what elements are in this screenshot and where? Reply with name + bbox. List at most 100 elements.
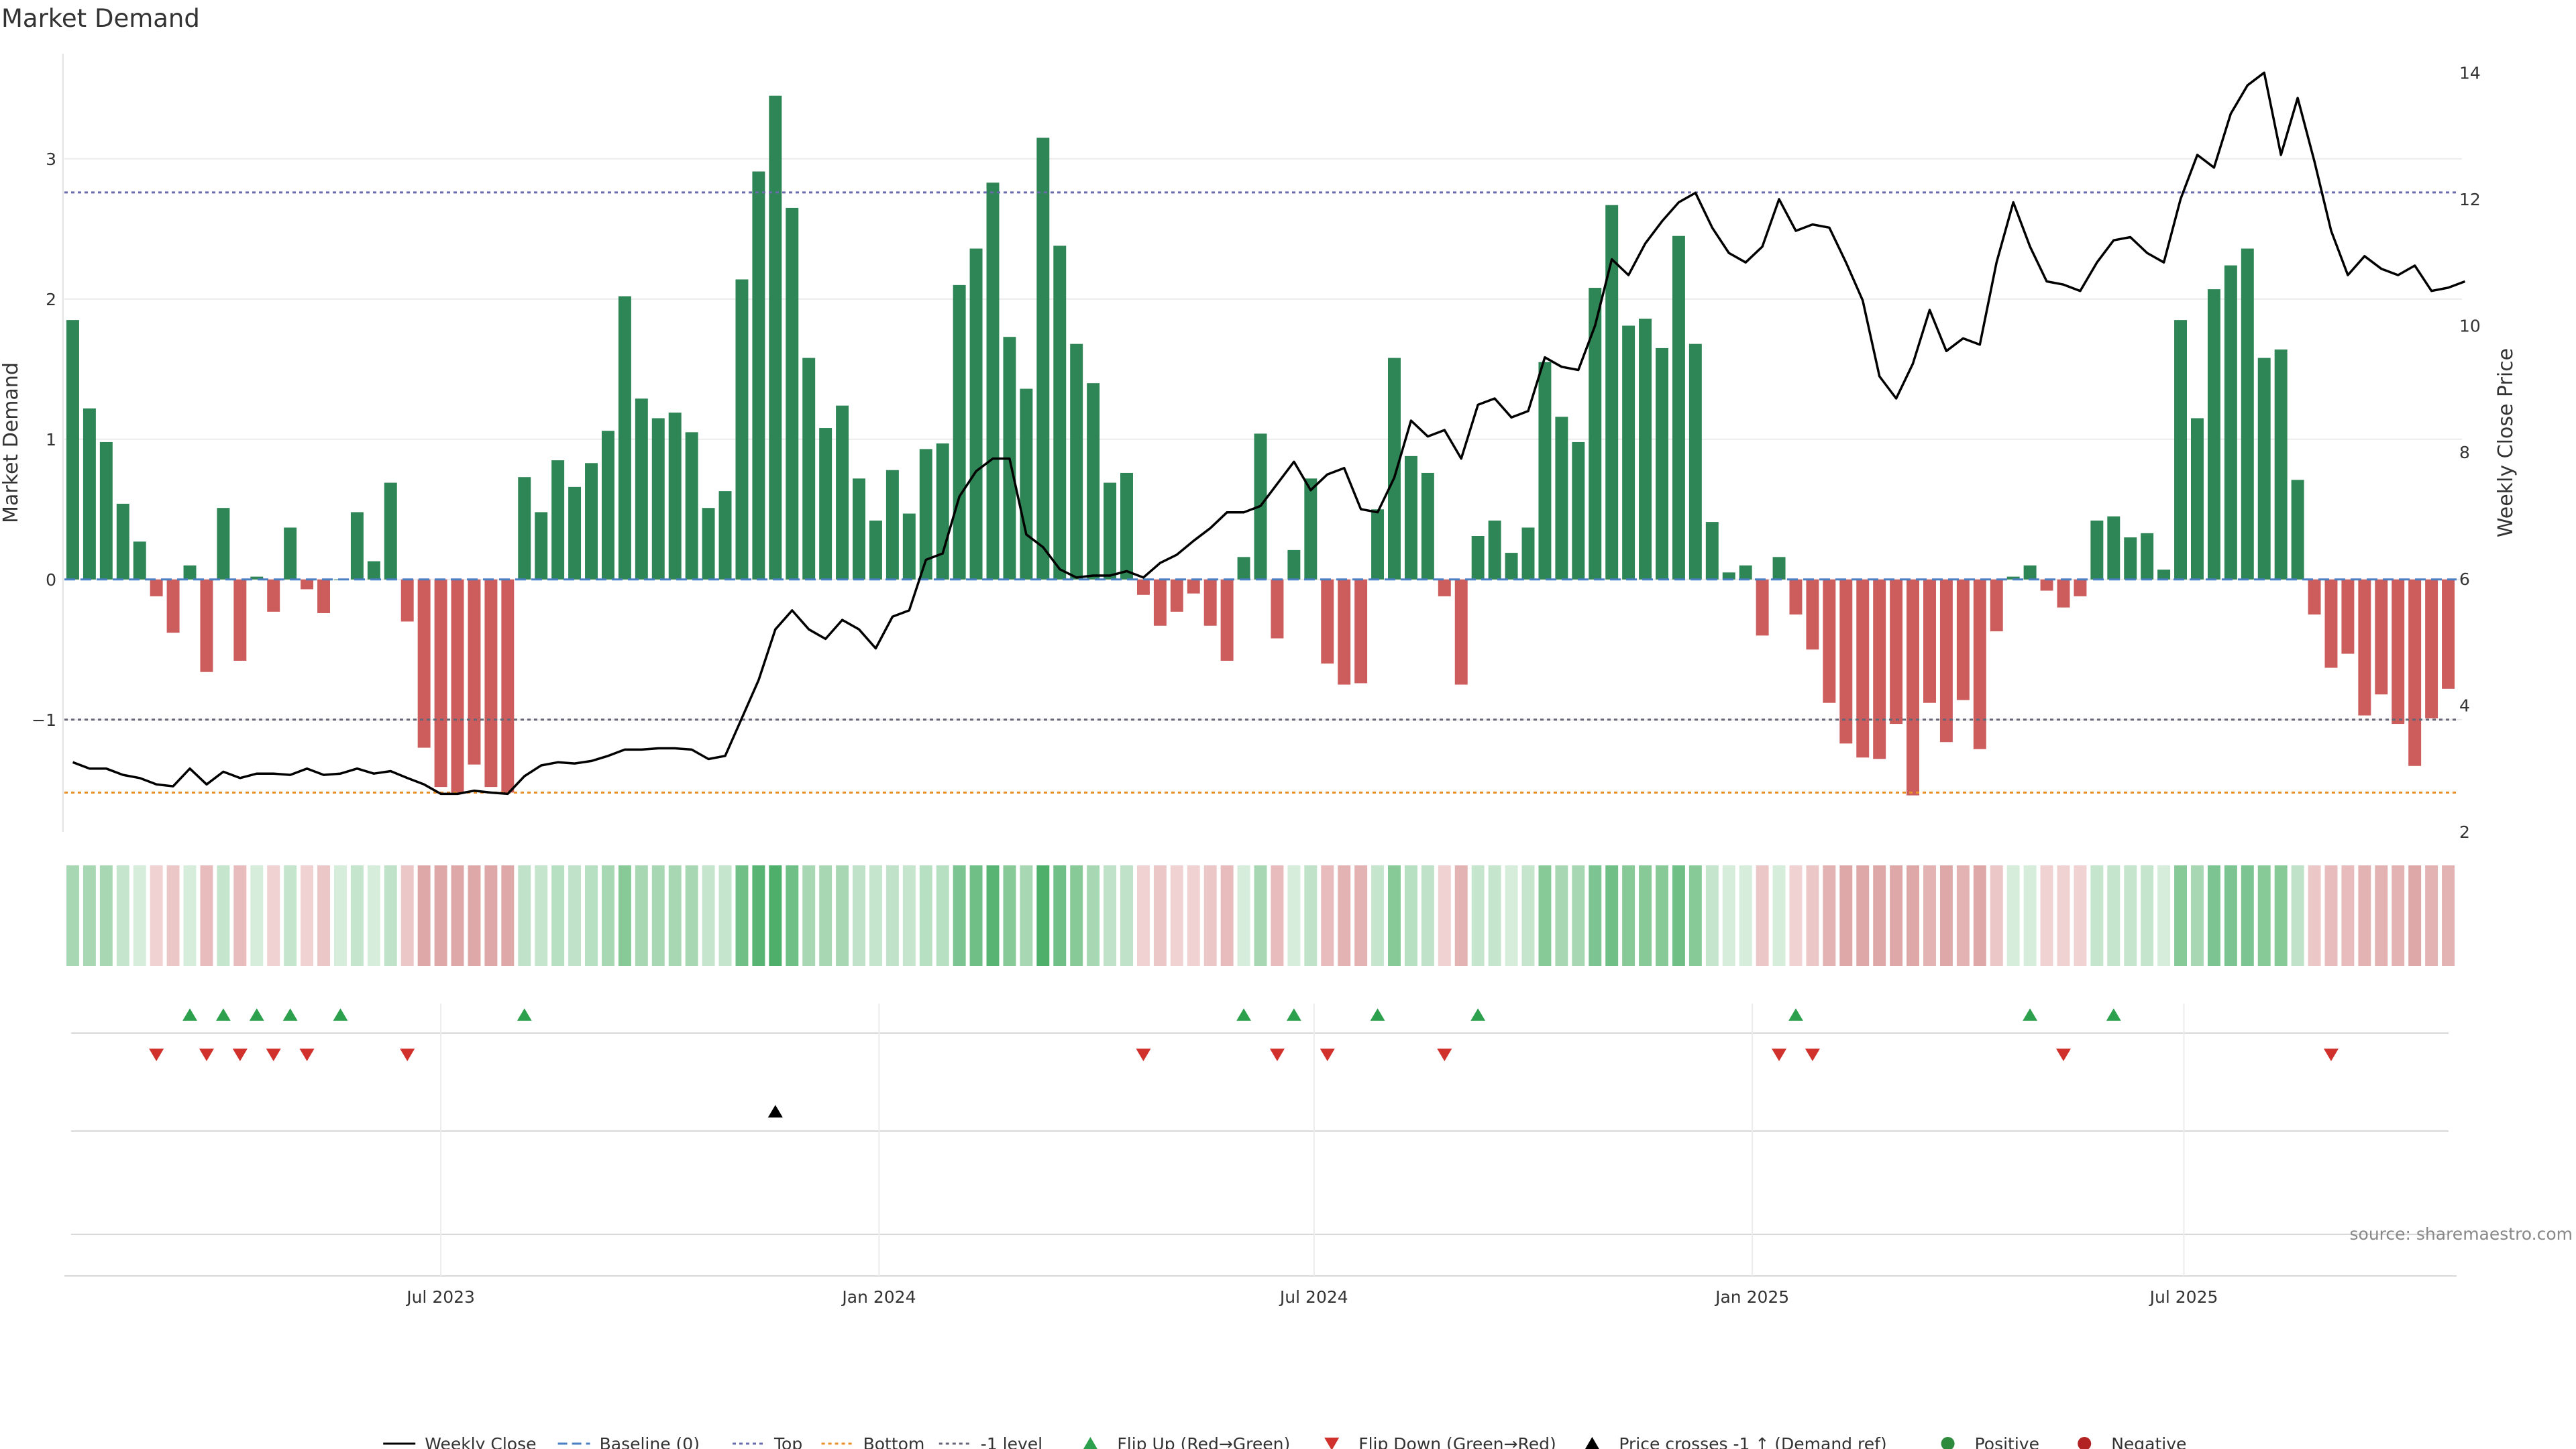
strip-cell bbox=[1572, 865, 1585, 966]
strip-cell bbox=[83, 865, 96, 966]
demand-bar bbox=[2425, 579, 2438, 718]
demand-bar bbox=[668, 413, 682, 580]
demand-bar bbox=[1421, 472, 1434, 580]
demand-bar bbox=[518, 477, 531, 580]
demand-bar bbox=[434, 579, 447, 788]
demand-bar bbox=[1572, 441, 1585, 580]
x-tick-label: Jan 2025 bbox=[1714, 1287, 1789, 1307]
demand-bar bbox=[183, 565, 197, 580]
strip-cell bbox=[1404, 865, 1417, 966]
strip-cell bbox=[1070, 865, 1083, 966]
demand-bar bbox=[919, 449, 932, 580]
left-tick-label: 1 bbox=[46, 430, 56, 449]
right-tick-label: 12 bbox=[2459, 190, 2481, 209]
strip-cell bbox=[618, 865, 631, 966]
demand-bar bbox=[885, 470, 899, 580]
strip-cell bbox=[2308, 865, 2321, 966]
strip-cell bbox=[2408, 865, 2422, 966]
strip-cell bbox=[1756, 865, 1769, 966]
flip-down-marker bbox=[299, 1049, 315, 1061]
strip-cell bbox=[2358, 865, 2371, 966]
strip-cell bbox=[819, 865, 833, 966]
demand-bar bbox=[2274, 350, 2288, 580]
strip-cell bbox=[953, 865, 966, 966]
flip-up-marker bbox=[2106, 1008, 2121, 1021]
demand-bar bbox=[1990, 579, 2003, 632]
demand-bar bbox=[1153, 579, 1167, 626]
demand-bar bbox=[1438, 579, 1451, 596]
legend: Weekly Close Baseline (0) Top Bottom -1 leve… bbox=[383, 1434, 2186, 1449]
strip-cell bbox=[150, 865, 163, 966]
demand-bar bbox=[2124, 537, 2137, 580]
legend-label: Bottom bbox=[863, 1434, 925, 1449]
demand-bar bbox=[869, 521, 882, 580]
source-note: source: sharemaestro.com bbox=[2350, 1224, 2573, 1244]
demand-bar bbox=[233, 579, 247, 661]
demand-bar bbox=[2023, 565, 2037, 580]
strip-cell bbox=[902, 865, 916, 966]
flip-down-marker bbox=[266, 1049, 281, 1061]
strip-cell bbox=[99, 865, 113, 966]
strip-cell bbox=[1772, 865, 1786, 966]
demand-bar bbox=[702, 508, 715, 580]
legend-swatch bbox=[1083, 1437, 1097, 1449]
price-cross-marker bbox=[767, 1105, 783, 1118]
demand-bar bbox=[451, 579, 464, 793]
demand-bar bbox=[217, 508, 230, 580]
strip-cell bbox=[718, 865, 732, 966]
strip-cell bbox=[1087, 865, 1100, 966]
legend-label: Flip Down (Green→Red) bbox=[1358, 1434, 1556, 1449]
legend-item: Flip Up (Red→Green) bbox=[1083, 1434, 1290, 1449]
demand-bar bbox=[99, 441, 113, 580]
strip-cell bbox=[1856, 865, 1870, 966]
left-tick-label: 0 bbox=[46, 570, 56, 590]
strip-cell bbox=[1956, 865, 1970, 966]
right-tick-label: 14 bbox=[2459, 63, 2481, 83]
demand-bar bbox=[1956, 579, 1970, 700]
strip-cell bbox=[1806, 865, 1819, 966]
left-axis-label: Market Demand bbox=[0, 362, 23, 523]
demand-bar bbox=[2090, 521, 2104, 580]
demand-bar bbox=[2442, 579, 2455, 689]
demand-bar bbox=[400, 579, 414, 622]
right-tick-label: 4 bbox=[2459, 696, 2470, 715]
left-tick-label: −1 bbox=[32, 710, 56, 730]
demand-bar bbox=[2157, 570, 2171, 580]
strip-cell bbox=[1120, 865, 1133, 966]
legend-label: Weekly Close bbox=[425, 1434, 536, 1449]
demand-bar bbox=[1789, 579, 1803, 615]
demand-bar bbox=[1873, 579, 1886, 759]
demand-bar bbox=[1338, 579, 1351, 685]
strip-cell bbox=[1254, 865, 1267, 966]
demand-bar bbox=[133, 541, 146, 580]
flip-down-marker bbox=[1437, 1049, 1452, 1061]
strip-cell bbox=[183, 865, 197, 966]
left-tick-label: 2 bbox=[46, 290, 56, 309]
demand-bar bbox=[1104, 482, 1117, 580]
legend-label: Negative bbox=[2111, 1434, 2186, 1449]
strip-cell bbox=[317, 865, 331, 966]
strip-cell bbox=[417, 865, 431, 966]
demand-bar bbox=[1120, 472, 1133, 580]
demand-bar bbox=[367, 561, 380, 580]
demand-bar bbox=[2341, 579, 2355, 654]
legend-item: Price crosses -1 ↑ (Demand ref) bbox=[1585, 1434, 1887, 1449]
strip-cell bbox=[1873, 865, 1886, 966]
strip-cell bbox=[568, 865, 582, 966]
strip-cell bbox=[1722, 865, 1735, 966]
strip-cell bbox=[836, 865, 849, 966]
strip-cell bbox=[1605, 865, 1619, 966]
demand-bar bbox=[2141, 533, 2154, 580]
strip-cell bbox=[1321, 865, 1334, 966]
flip-up-marker bbox=[1286, 1008, 1301, 1021]
demand-bar bbox=[317, 579, 331, 613]
demand-bar bbox=[2257, 358, 2271, 580]
demand-bar bbox=[1287, 549, 1301, 580]
demand-bar bbox=[301, 579, 314, 590]
strip-cell bbox=[635, 865, 648, 966]
demand-bar bbox=[200, 579, 213, 672]
demand-bar bbox=[501, 579, 515, 793]
strip-cell bbox=[1521, 865, 1535, 966]
demand-bar bbox=[2241, 248, 2254, 580]
legend-item: Weekly Close bbox=[383, 1434, 536, 1449]
